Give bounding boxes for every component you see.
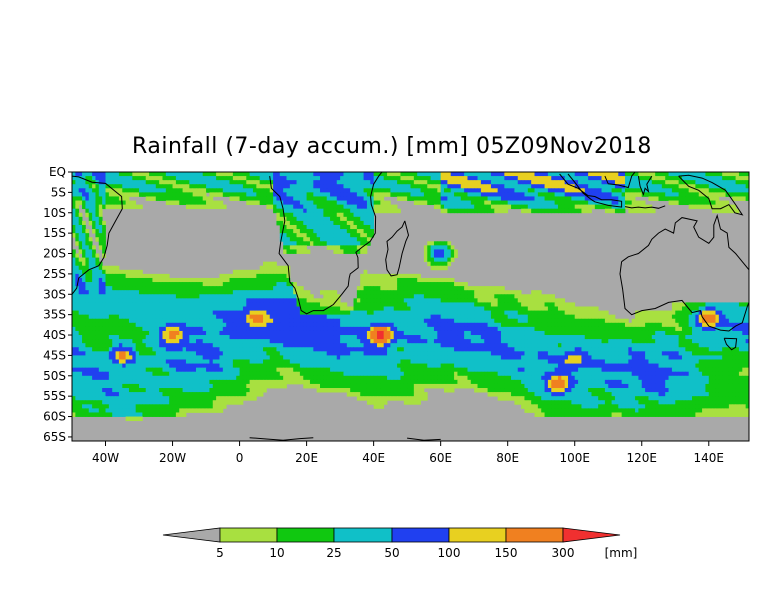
- colorbar-low-arrow: [162, 527, 221, 543]
- antarctica-coastline-east: [407, 437, 441, 441]
- colorbar-label: 150: [495, 546, 518, 560]
- lat-label: 15S: [43, 226, 66, 240]
- lat-label: 10S: [43, 206, 66, 220]
- lon-label: 80E: [496, 451, 519, 465]
- colorbar-label: 25: [326, 546, 341, 560]
- lon-label: 120E: [627, 451, 658, 465]
- lat-label: 50S: [43, 369, 66, 383]
- lat-label: 65S: [43, 430, 66, 444]
- map-frame: [71, 171, 750, 442]
- south-america-coastline: [72, 175, 123, 295]
- new-guinea-coastline: [678, 174, 744, 216]
- colorbar-label: 100: [438, 546, 461, 560]
- africa-coastline: [269, 172, 383, 315]
- colorbar-label: 5: [216, 546, 224, 560]
- colorbar-label: 10: [269, 546, 284, 560]
- lon-label: 100E: [559, 451, 590, 465]
- lat-label: 20S: [43, 247, 66, 261]
- colorbar-segment: [448, 527, 507, 543]
- coastlines: [72, 172, 749, 441]
- lon-label: 40E: [362, 451, 385, 465]
- lon-label: 20E: [295, 451, 318, 465]
- map-title: Rainfall (7-day accum.) [mm] 05Z09Nov201…: [132, 134, 652, 159]
- sumatra-java-coastline: [559, 173, 623, 208]
- colorbar-segment: [219, 527, 278, 543]
- lat-label: 55S: [43, 389, 66, 403]
- colorbar-high-arrow: [562, 527, 621, 543]
- lon-label: 60E: [429, 451, 452, 465]
- madagascar-coastline: [385, 220, 410, 277]
- lat-label: 40S: [43, 328, 66, 342]
- lon-label: 0: [236, 451, 244, 465]
- colorbar-label: 50: [384, 546, 399, 560]
- antarctica-coastline: [249, 437, 314, 441]
- colorbar-segment: [333, 527, 393, 543]
- colorbar-unit: [mm]: [605, 546, 638, 560]
- lat-label: 60S: [43, 410, 66, 424]
- colorbar-segment: [505, 527, 564, 543]
- latitude-axis: EQ 5S 10S 15S 20S 25S 30S 35S 40S 45S 50S 55S 60S 65S: [43, 165, 72, 444]
- lat-label: 35S: [43, 308, 66, 322]
- lon-label: 20W: [159, 451, 186, 465]
- lat-label: 30S: [43, 287, 66, 301]
- sulawesi-coastline: [637, 175, 653, 196]
- lon-label: 140E: [694, 451, 725, 465]
- tasmania-coastline: [723, 337, 738, 351]
- longitude-axis: 40W 20W 0 20E 40E 60E 80E 100E 120E 140E: [92, 441, 724, 465]
- colorbar-label: 300: [552, 546, 575, 560]
- colorbar-legend: 5 10 25 50 100 150 300 [mm]: [162, 527, 638, 560]
- lat-label: 5S: [51, 185, 66, 199]
- colorbar-segment: [391, 527, 450, 543]
- lat-label: 25S: [43, 267, 66, 281]
- rainfall-map: [72, 172, 749, 441]
- lat-label: EQ: [49, 165, 66, 179]
- nusa-tenggara-coastline: [624, 205, 666, 209]
- lon-label: 40W: [92, 451, 119, 465]
- borneo-coastline: [604, 172, 636, 189]
- rainfall-field: [72, 172, 749, 422]
- colorbar-segment: [276, 527, 335, 543]
- lat-label: 45S: [43, 348, 66, 362]
- australia-coastline: [619, 213, 749, 332]
